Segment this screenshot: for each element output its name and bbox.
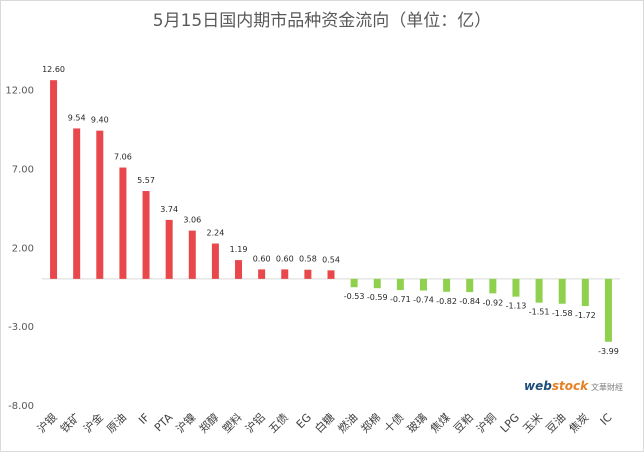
category-label: 焦炭 xyxy=(567,411,592,436)
bar xyxy=(73,128,81,279)
bar xyxy=(419,278,427,291)
category-label: 玉米 xyxy=(520,411,545,436)
bar xyxy=(535,278,543,303)
bar xyxy=(396,278,404,291)
bar xyxy=(581,278,589,306)
y-tick-label: 2.00 xyxy=(12,243,34,254)
category-label: 铁矿 xyxy=(58,411,83,436)
value-label: -0.82 xyxy=(436,297,457,306)
chart-title: 5月15日国内期市品种资金流向（单位：亿） xyxy=(152,11,492,31)
category-label: PTA xyxy=(152,411,176,435)
value-label: -0.53 xyxy=(344,292,365,301)
value-label: 12.60 xyxy=(42,65,65,74)
bar xyxy=(327,270,335,279)
value-label: -1.51 xyxy=(529,308,550,317)
category-label: 塑料 xyxy=(219,410,244,435)
category-label: 沪铜 xyxy=(474,410,499,435)
category-label: 玻璃 xyxy=(404,410,429,435)
bar xyxy=(489,278,497,294)
bar xyxy=(604,278,612,342)
category-label: EG xyxy=(294,411,314,431)
bar xyxy=(373,278,381,289)
category-label: 沪镍 xyxy=(173,410,198,435)
value-label: -1.13 xyxy=(506,302,527,311)
bar xyxy=(350,278,358,288)
value-label: 9.54 xyxy=(68,113,86,122)
category-label: 燃油 xyxy=(335,410,360,435)
value-label: 0.60 xyxy=(253,254,271,263)
y-tick-label: -3.00 xyxy=(8,322,34,333)
watermark-subtitle: 文華財經 xyxy=(591,383,624,392)
value-label: 5.57 xyxy=(137,176,155,185)
y-tick-label: 7.00 xyxy=(12,164,34,175)
bar xyxy=(188,230,196,279)
value-label: -0.92 xyxy=(482,298,503,307)
value-label: 7.06 xyxy=(114,153,132,162)
category-label: 沪银 xyxy=(34,410,59,435)
bar xyxy=(281,269,289,279)
category-label: 郑醇 xyxy=(196,410,221,435)
value-label: -0.71 xyxy=(390,295,411,304)
value-label: 0.58 xyxy=(299,255,317,264)
bar xyxy=(142,191,150,279)
value-label: 0.60 xyxy=(276,254,294,263)
category-label: 郑棉 xyxy=(358,410,383,435)
category-label: IF xyxy=(136,411,152,427)
category-label: 沪铝 xyxy=(242,410,267,435)
value-label: 0.54 xyxy=(322,255,340,264)
watermark-brand: webstock xyxy=(524,379,588,393)
value-label: 1.19 xyxy=(230,245,248,254)
category-label: IC xyxy=(598,411,615,428)
bar xyxy=(466,278,474,293)
bar xyxy=(119,167,127,279)
category-label: 沪金 xyxy=(80,410,105,435)
value-label: -0.59 xyxy=(367,293,388,302)
bar xyxy=(235,260,243,279)
bar xyxy=(50,80,58,279)
value-label: 2.24 xyxy=(206,229,224,238)
value-label: 3.06 xyxy=(183,216,201,225)
category-label: 焦煤 xyxy=(428,411,453,436)
category-label: 五债 xyxy=(265,410,290,435)
y-tick-label: -8.00 xyxy=(8,401,34,412)
bar xyxy=(96,130,104,279)
value-label: 3.74 xyxy=(160,205,178,214)
value-label: -0.74 xyxy=(413,296,434,305)
category-label: LPG xyxy=(498,411,522,435)
y-tick-label: 12.00 xyxy=(5,86,34,97)
bar xyxy=(211,243,219,279)
bar xyxy=(558,278,566,304)
category-label: 豆粕 xyxy=(450,410,475,435)
watermark-brand-highlight: stock xyxy=(551,379,589,393)
category-label: 豆油 xyxy=(543,410,568,435)
bar xyxy=(165,219,173,279)
value-label: -3.99 xyxy=(598,347,619,356)
webstock-watermark: webstock 文華財經 xyxy=(524,375,623,394)
value-label: -0.84 xyxy=(459,297,480,306)
bar xyxy=(512,278,520,297)
bar xyxy=(258,269,266,279)
value-label: -1.72 xyxy=(575,311,596,320)
bar xyxy=(304,269,312,279)
bar xyxy=(443,278,451,292)
watermark-brand-main: web xyxy=(524,379,552,393)
value-label: -1.58 xyxy=(552,309,573,318)
category-label: 十债 xyxy=(381,410,406,435)
value-label: 9.40 xyxy=(91,116,109,125)
category-label: 原油 xyxy=(104,410,129,435)
category-label: 白糖 xyxy=(312,410,337,435)
